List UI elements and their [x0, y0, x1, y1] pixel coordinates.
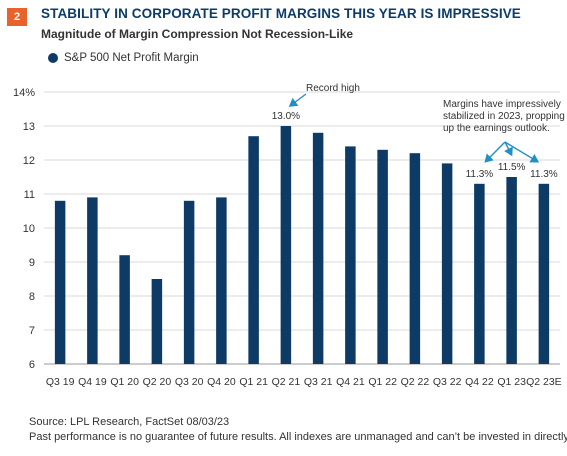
- bar: [183, 200, 195, 364]
- y-tick-label: 13: [23, 121, 35, 133]
- y-tick-label: 12: [23, 155, 35, 167]
- x-tick-label: Q2 20: [143, 376, 172, 388]
- figure-number-badge: 2: [7, 8, 27, 26]
- x-tick-label: Q1 21: [239, 376, 268, 388]
- x-tick-label: Q2 21: [272, 376, 301, 388]
- y-tick-label: 8: [29, 291, 35, 303]
- x-tick-label: Q3 22: [433, 376, 462, 388]
- annotation-margins-line: stabilized in 2023, propping: [443, 111, 565, 122]
- y-tick-label: 9: [29, 257, 35, 269]
- annotation-arrow: [504, 141, 540, 163]
- data-label: 11.3%: [466, 169, 494, 180]
- x-tick-label: Q2 22: [401, 376, 430, 388]
- annotation-arrow: [484, 141, 506, 163]
- annotation-arrow: [288, 93, 307, 107]
- chart-legend: S&P 500 Net Profit Margin: [48, 52, 199, 64]
- bar: [474, 183, 485, 364]
- chart-title: STABILITY IN CORPORATE PROFIT MARGINS TH…: [41, 6, 521, 21]
- x-tick-label: Q4 19: [78, 376, 107, 388]
- bar: [151, 279, 163, 364]
- bar: [87, 197, 98, 364]
- y-tick-label: 6: [29, 359, 35, 371]
- bar: [506, 177, 517, 364]
- bar: [216, 197, 227, 364]
- annotation-arrow: [504, 141, 513, 157]
- data-label: 11.3%: [530, 169, 558, 180]
- data-label: 13.0%: [272, 111, 300, 122]
- bar: [280, 126, 292, 364]
- x-tick-label: Q3 19: [46, 376, 75, 388]
- y-tick-label: 7: [29, 325, 35, 337]
- bar: [409, 153, 421, 364]
- bar: [54, 200, 66, 364]
- source-note: Source: LPL Research, FactSet 08/03/23: [29, 416, 230, 428]
- x-tick-label: Q3 21: [304, 376, 333, 388]
- y-tick-label: 10: [23, 223, 35, 235]
- bar: [377, 149, 388, 364]
- bar: [248, 136, 259, 364]
- x-tick-label: Q3 20: [175, 376, 204, 388]
- bar: [441, 163, 453, 364]
- y-tick-label: 11: [24, 189, 35, 201]
- annotation-margins-line: Margins have impressively: [443, 99, 561, 110]
- chart-subtitle: Magnitude of Margin Compression Not Rece…: [41, 27, 354, 41]
- legend-label: S&P 500 Net Profit Margin: [64, 52, 199, 64]
- annotation-record-high: Record high: [306, 83, 360, 94]
- data-label: 11.5%: [498, 162, 526, 173]
- disclaimer-note: Past performance is no guarantee of futu…: [29, 431, 567, 443]
- x-tick-label: Q4 22: [465, 376, 494, 388]
- bar: [119, 255, 130, 364]
- x-tick-label: Q2 23E: [526, 376, 562, 388]
- x-tick-label: Q1 20: [110, 376, 139, 388]
- bar: [538, 183, 550, 364]
- x-tick-label: Q1 23: [497, 376, 526, 388]
- bar: [312, 132, 324, 364]
- legend-swatch: [48, 53, 58, 63]
- y-tick-label: 14%: [13, 87, 35, 99]
- x-tick-label: Q4 21: [336, 376, 365, 388]
- x-tick-label: Q4 20: [207, 376, 236, 388]
- x-tick-label: Q1 22: [368, 376, 397, 388]
- bar: [345, 146, 356, 364]
- annotation-margins-line: up the earnings outlook.: [443, 123, 550, 134]
